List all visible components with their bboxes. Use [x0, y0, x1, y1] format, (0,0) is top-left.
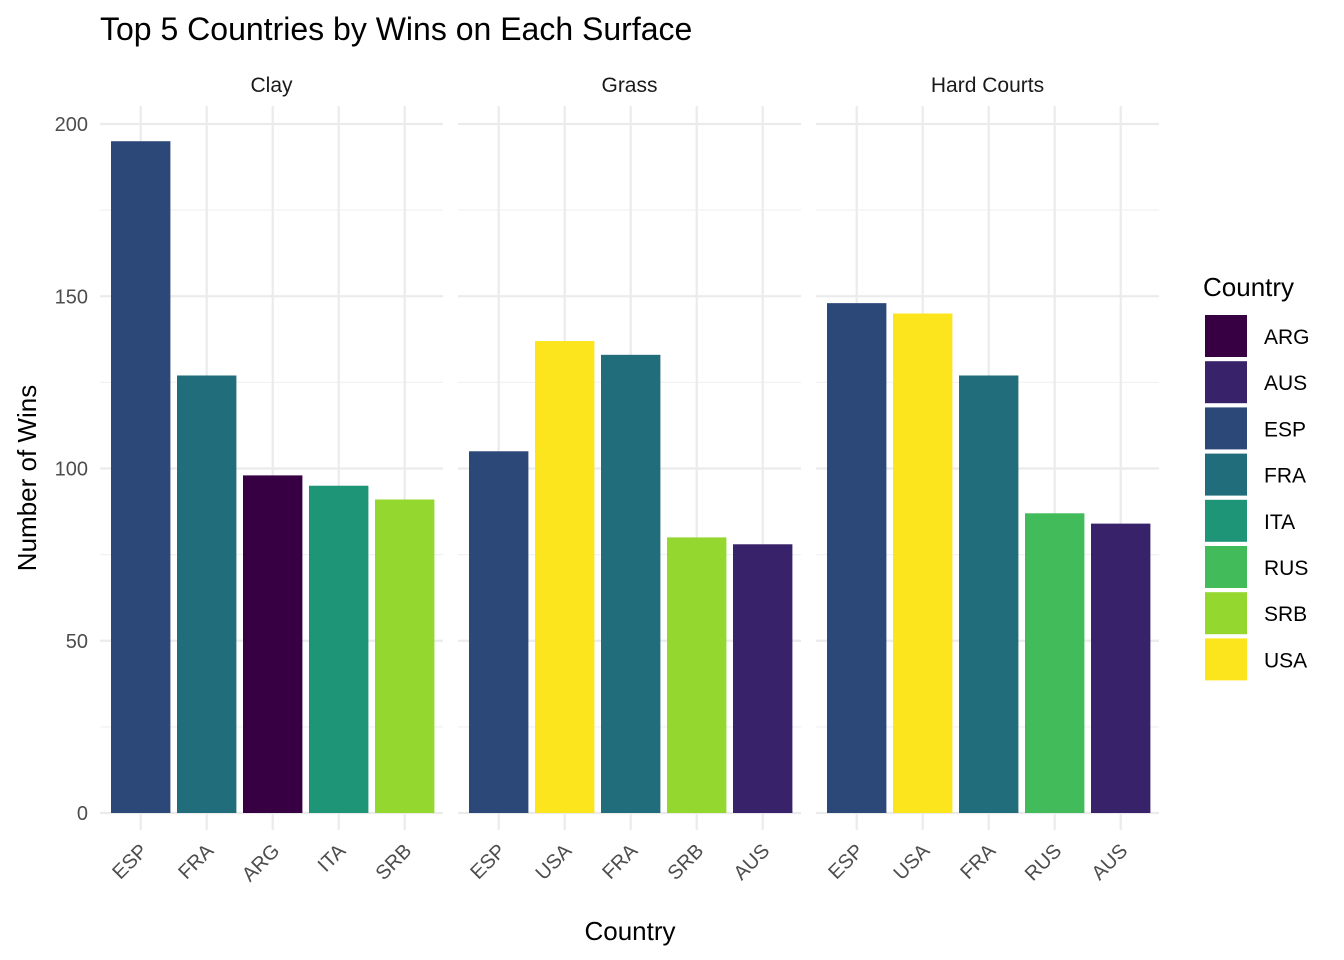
x-tick-label: RUS: [1021, 840, 1066, 885]
bar-hard-courts-aus: [1091, 523, 1151, 813]
y-tick-label: 0: [77, 803, 88, 825]
bar-grass-srb: [667, 537, 727, 813]
legend-key-arg: [1205, 315, 1247, 357]
x-tick-label: SRB: [372, 840, 417, 885]
legend-label-fra: FRA: [1264, 465, 1306, 488]
x-tick-label: AUS: [730, 840, 775, 885]
bar-hard-courts-usa: [893, 313, 953, 813]
legend-label-arg: ARG: [1264, 326, 1310, 349]
bar-grass-esp: [469, 451, 529, 813]
bar-clay-ita: [309, 485, 369, 813]
x-tick-label: ITA: [314, 840, 351, 877]
y-axis: 0 50 100 150 200: [55, 114, 88, 825]
panel-clay: Clay ESP FRA ARG ITA SRB: [100, 74, 443, 886]
legend-key-fra: [1205, 453, 1247, 496]
panel-hard-courts: Hard Courts ESP USA FRA RUS AUS: [816, 74, 1159, 885]
y-axis-title: Number of Wins: [12, 385, 42, 571]
legend-label-srb: SRB: [1264, 603, 1307, 626]
facet-strip-label: Grass: [601, 74, 657, 97]
x-tick-label: FRA: [598, 840, 642, 884]
legend-label-rus: RUS: [1264, 557, 1308, 580]
bar-clay-esp: [111, 141, 171, 814]
y-tick-label: 200: [55, 114, 88, 136]
x-tick-label: ESP: [466, 840, 510, 884]
bar-clay-arg: [243, 475, 303, 813]
x-tick-label: ESP: [108, 840, 152, 884]
x-tick-label: USA: [890, 840, 935, 885]
chart-title: Top 5 Countries by Wins on Each Surface: [100, 11, 692, 47]
y-tick-label: 50: [66, 631, 88, 653]
panel-grass: Grass ESP USA FRA SRB AUS: [458, 74, 801, 885]
bar-hard-courts-fra: [959, 375, 1019, 813]
x-tick-label: AUS: [1088, 840, 1133, 885]
x-tick-label: SRB: [664, 840, 709, 885]
legend-label-esp: ESP: [1264, 418, 1306, 441]
x-tick-label: ESP: [824, 840, 868, 884]
legend-key-rus: [1205, 546, 1247, 588]
legend-title: Country: [1203, 272, 1294, 302]
bar-hard-courts-rus: [1025, 513, 1085, 813]
bar-hard-courts-esp: [827, 303, 887, 813]
legend: Country ARG AUS ESP FRA ITA RUS SRB USA: [1203, 272, 1310, 681]
legend-key-esp: [1205, 407, 1247, 450]
facet-strip-label: Clay: [250, 74, 293, 97]
legend-key-ita: [1205, 499, 1247, 542]
bar-clay-srb: [375, 499, 435, 813]
legend-key-srb: [1205, 592, 1247, 635]
bar-grass-fra: [601, 354, 661, 813]
bar-grass-aus: [733, 544, 793, 813]
x-tick-label: FRA: [956, 840, 1000, 884]
legend-label-usa: USA: [1264, 649, 1307, 672]
y-tick-label: 150: [55, 286, 88, 308]
legend-label-ita: ITA: [1264, 511, 1295, 534]
x-tick-label: USA: [532, 840, 577, 885]
bar-grass-usa: [535, 341, 595, 813]
legend-key-usa: [1205, 638, 1247, 681]
y-tick-label: 100: [55, 459, 88, 481]
legend-key-aus: [1205, 361, 1247, 404]
facet-strip-label: Hard Courts: [931, 74, 1044, 97]
x-axis-title: Country: [584, 916, 675, 946]
x-tick-label: FRA: [174, 840, 218, 884]
x-tick-label: ARG: [238, 840, 284, 886]
bar-clay-fra: [177, 375, 237, 813]
legend-label-aus: AUS: [1264, 372, 1307, 395]
